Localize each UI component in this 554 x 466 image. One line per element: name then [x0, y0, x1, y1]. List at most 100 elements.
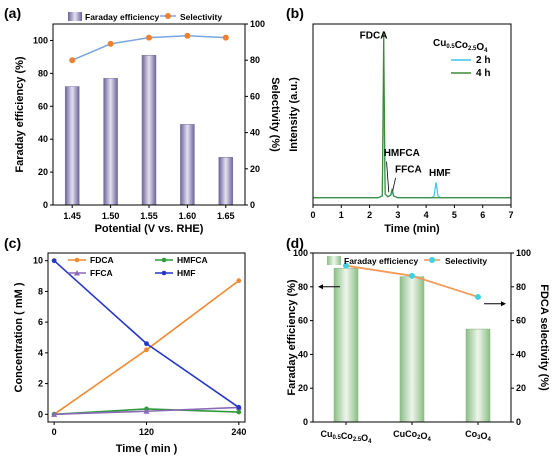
point-hmfca-240	[236, 409, 242, 415]
a-y2tick-label: 100	[250, 19, 265, 29]
c-xtick-label: 0	[52, 427, 57, 437]
d-y2label: FDCA selectivity (%)	[538, 284, 550, 391]
point-selectivity-1.45	[69, 57, 76, 64]
a-xtick-label: 1.55	[140, 211, 158, 221]
line-hmf	[53, 260, 240, 409]
d-xtick-label-1-part: 4	[428, 437, 432, 443]
d-legend-label-selectivity: Selectivity	[445, 256, 487, 266]
bar-faraday-efficiency-2	[465, 328, 491, 423]
d-ytick-label: 0	[303, 417, 308, 427]
point-selectivity-1.50	[107, 40, 114, 47]
b-legend-title-part: 0.5	[446, 44, 455, 50]
b-annotation-ffca: FFCA	[395, 164, 422, 175]
d-y2tick-label: 80	[516, 282, 526, 292]
panel-label-a: (a)	[4, 5, 21, 21]
point-selectivity-1.65	[222, 34, 229, 41]
a-ytick-label: 40	[38, 134, 48, 144]
a-y2tick-label: 0	[250, 200, 255, 210]
b-legend-title: Cu0.5Co2.5O4	[433, 38, 488, 54]
panel-label-c: (c)	[4, 235, 21, 251]
b-xtick-label: 4	[424, 210, 429, 220]
d-xtick-label-2-part: O	[480, 431, 487, 441]
point-fdca-selectivity-0	[343, 262, 349, 269]
b-xtick-label: 0	[310, 210, 315, 220]
d-xtick-label-0: Cu0.5Co2.5O4	[320, 429, 372, 445]
d-y2tick-label: 40	[516, 349, 526, 359]
d-y2tick-label: 100	[516, 248, 531, 258]
b-xtick-label: 2	[367, 210, 372, 220]
a-xtick-label: 1.50	[102, 211, 120, 221]
d-y2tick-label: 20	[516, 383, 526, 393]
a-ytick-label: 20	[38, 167, 48, 177]
point-fdca-240	[236, 278, 242, 284]
c-ytick-label: 4	[38, 348, 43, 358]
c-ytick-label: 8	[38, 286, 43, 296]
b-annotation-hmfca: HMFCA	[384, 148, 420, 159]
b-arrow-hmfca	[386, 161, 390, 193]
bar-faraday-efficiency-1	[399, 276, 425, 423]
point-fdca-selectivity-1	[409, 272, 415, 279]
b-arrow-ffca	[392, 177, 396, 191]
b-legend-title-part: 2.5	[468, 46, 477, 52]
legend-swatch-faraday-efficiency	[68, 12, 82, 21]
a-y2label: Selectivity (%)	[269, 77, 281, 152]
legend-label-selectivity: Selectivity	[180, 12, 222, 22]
c-legend-label-hmf: HMF	[177, 268, 195, 278]
bar-faraday-efficiency-1.65	[218, 157, 234, 206]
c-legend-marker-fdca	[74, 257, 80, 263]
c-legend-marker-hmfca	[161, 257, 167, 263]
a-y2tick-label: 20	[250, 164, 260, 174]
panel-label-b: (b)	[286, 5, 304, 21]
b-legend-title-part: 4	[484, 48, 488, 54]
b-annotation-fdca: FDCA	[360, 30, 388, 41]
a-xtick-label: 1.65	[217, 211, 235, 221]
d-arrowhead-left-axis	[318, 284, 323, 290]
legend-marker-selectivity	[165, 13, 171, 19]
b-annotation-hmf: HMF	[429, 168, 451, 179]
a-ytick-label: 80	[38, 68, 48, 78]
a-y2tick-label: 40	[250, 128, 260, 138]
b-xtick-label: 6	[480, 210, 485, 220]
b-legend-title-part: Cu	[433, 38, 446, 49]
panel-a: (a) 0 20 40 60 80 100 0 20 40 60 80 100 1.45 1.50 1.55 1…	[4, 5, 281, 235]
c-ytick-label: 0	[38, 409, 43, 419]
a-xlabel: Potential (V vs. RHE)	[95, 223, 204, 235]
d-legend-swatch-faraday-efficiency	[327, 256, 341, 265]
d-xtick-label-1-part: O	[420, 431, 427, 441]
c-legend-marker-ffca	[74, 270, 80, 276]
a-ytick-label: 60	[38, 101, 48, 111]
bar-faraday-efficiency-1.55	[141, 55, 157, 206]
a-ylabel: Faraday efficiency (%)	[14, 56, 26, 172]
c-xtick-label: 240	[231, 427, 246, 437]
d-xtick-label-2-part: 4	[488, 437, 492, 443]
series-4-h	[313, 31, 511, 199]
panel-c: (c) 0 2 4 6 8 10 0 120 240 Time ( min ) Concentrati…	[4, 235, 246, 455]
b-legend-label-2-h: 2 h	[476, 55, 490, 66]
d-xtick-label-1-part: 2	[417, 435, 421, 441]
d-xtick-label-0-part: Co	[341, 431, 353, 441]
bar-faraday-efficiency-1.50	[103, 78, 118, 206]
d-xtick-label-2-part: Co	[465, 429, 477, 439]
point-hmf-0	[51, 258, 57, 264]
c-legend-marker-hmf	[161, 270, 167, 276]
a-y2tick-label: 80	[250, 55, 260, 65]
c-legend-label-hmfca: HMFCA	[177, 255, 208, 265]
c-xlabel: Time ( min )	[116, 443, 178, 455]
b-ylabel: Intensity (a.u.)	[288, 77, 300, 152]
bar-faraday-efficiency-1.60	[180, 124, 195, 206]
d-xtick-label-2: Co3O4	[465, 429, 491, 443]
b-xlabel: Time (min)	[384, 223, 440, 235]
d-ytick-label: 60	[298, 316, 308, 326]
bar-faraday-efficiency-1.45	[64, 86, 80, 206]
a-xtick-label: 1.60	[179, 211, 197, 221]
b-legend-label-4-h: 4 h	[476, 68, 490, 79]
c-ytick-label: 6	[38, 317, 43, 327]
point-ffca-120	[143, 408, 150, 414]
b-xtick-label: 3	[395, 210, 400, 220]
panel-label-d: (d)	[286, 235, 304, 251]
a-ytick-label: 100	[33, 35, 48, 45]
plot-frame-b	[312, 23, 512, 206]
a-ytick-label: 0	[43, 200, 48, 210]
d-arrowhead-right-axis	[501, 301, 506, 307]
